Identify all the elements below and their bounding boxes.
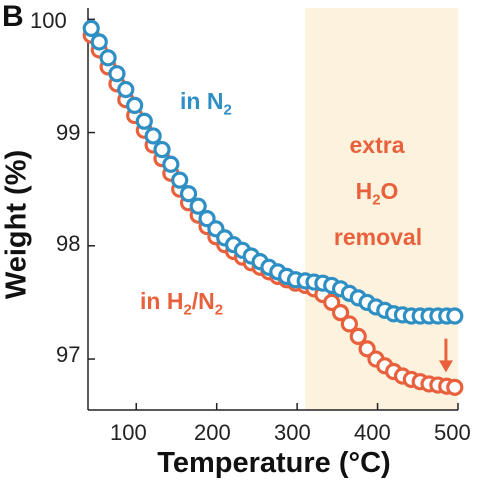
data-point-n2 bbox=[117, 80, 135, 99]
data-point-n2 bbox=[126, 96, 144, 114]
annotation-removal: removal bbox=[333, 224, 423, 250]
y-tick-label: 100 bbox=[30, 8, 67, 33]
annotation-extra: extra bbox=[349, 132, 405, 158]
data-point-h2n2 bbox=[331, 304, 350, 322]
data-point-n2 bbox=[135, 112, 153, 130]
y-axis-label: Weight (%) bbox=[0, 149, 33, 300]
data-point-n2 bbox=[162, 155, 180, 173]
data-point-h2n2 bbox=[446, 378, 464, 396]
annotation-in-h2n2: in H2/N2 bbox=[140, 288, 224, 319]
y-tick-label: 99 bbox=[56, 120, 81, 145]
x-tick-label: 200 bbox=[194, 420, 231, 445]
data-point-n2 bbox=[189, 197, 207, 215]
x-tick-label: 300 bbox=[274, 420, 311, 445]
x-tick-label: 500 bbox=[434, 420, 471, 445]
shaded-region bbox=[305, 8, 458, 410]
data-point-h2n2 bbox=[340, 315, 359, 333]
x-axis-label: Temperature (°C) bbox=[157, 447, 391, 479]
y-tick-label: 98 bbox=[56, 231, 81, 256]
panel-label: B bbox=[2, 0, 24, 33]
y-tick-label: 97 bbox=[56, 342, 81, 367]
data-point-n2 bbox=[446, 307, 464, 325]
data-point-n2 bbox=[82, 19, 100, 37]
data-point-n2 bbox=[90, 33, 108, 51]
x-tick-label: 400 bbox=[354, 420, 391, 445]
annotation-in-n2: in N2 bbox=[180, 88, 232, 119]
data-point-n2 bbox=[179, 185, 198, 203]
data-point-n2 bbox=[108, 65, 126, 83]
annotation-h2o: H2O bbox=[355, 178, 399, 209]
arrow-head bbox=[438, 360, 453, 373]
data-point-h2n2 bbox=[349, 327, 367, 345]
x-tick-label: 100 bbox=[110, 420, 147, 445]
data-point-n2 bbox=[171, 171, 189, 189]
data-point-n2 bbox=[99, 49, 117, 67]
data-point-n2 bbox=[153, 140, 171, 159]
data-point-n2 bbox=[144, 127, 162, 145]
